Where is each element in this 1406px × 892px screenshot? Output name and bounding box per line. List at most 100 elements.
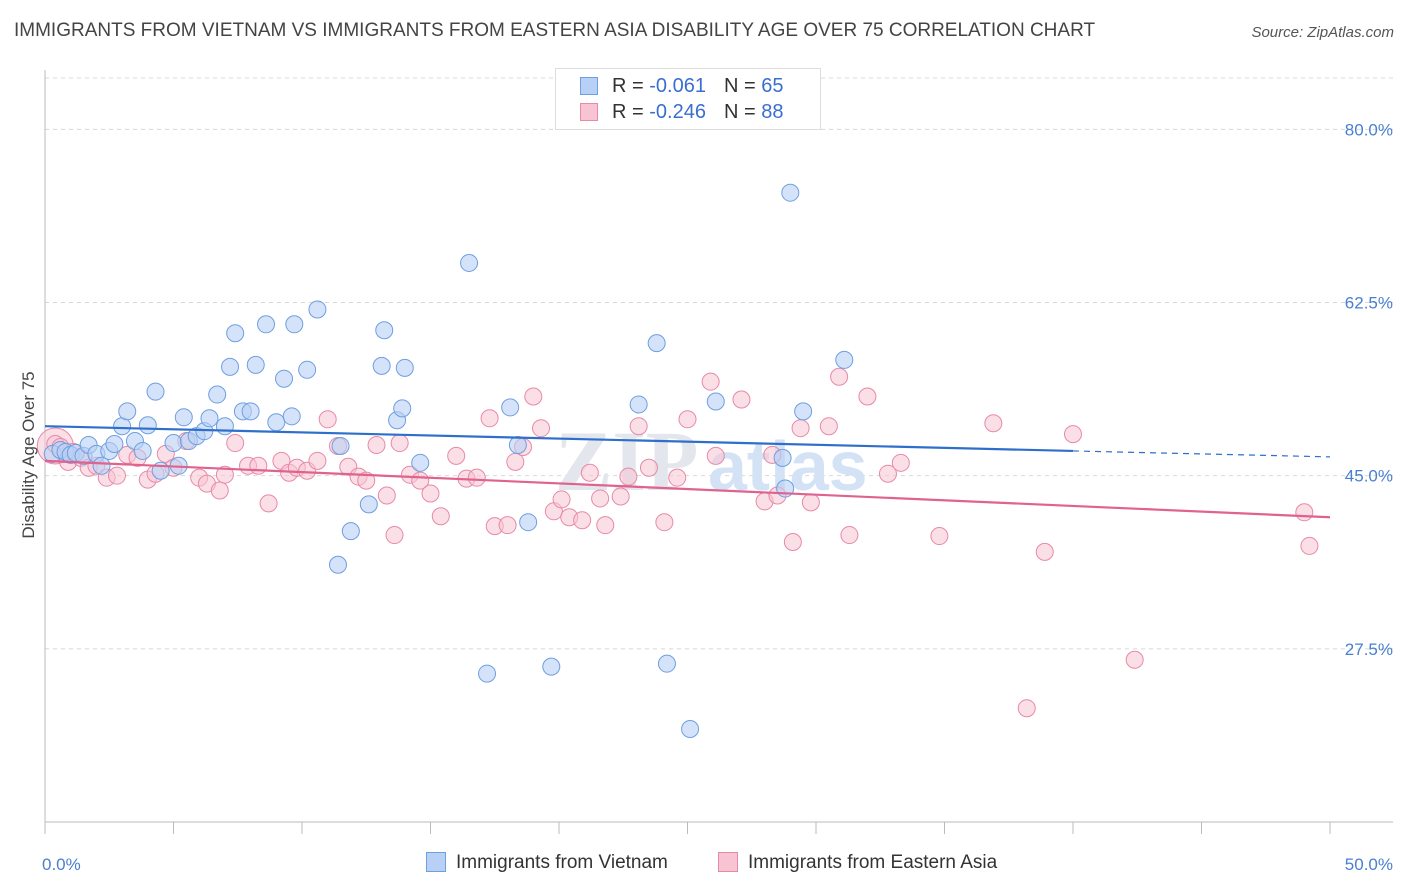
data-point — [226, 434, 245, 453]
data-point — [891, 453, 910, 472]
legend-item-eastern-asia: Immigrants from Eastern Asia — [718, 852, 997, 874]
data-point — [385, 526, 404, 545]
r-value: -0.061 — [649, 75, 706, 97]
data-point — [357, 471, 376, 490]
x-tick-label: 50.0% — [1345, 855, 1393, 874]
data-point — [819, 417, 838, 436]
chart-title: IMMIGRANTS FROM VIETNAM VS IMMIGRANTS FR… — [14, 20, 1096, 41]
data-point — [133, 441, 152, 460]
data-point — [1064, 425, 1082, 444]
legend-label: Immigrants from Eastern Asia — [748, 852, 998, 873]
data-point — [794, 402, 813, 421]
data-point — [681, 719, 700, 738]
legend-swatch-eastern-asia — [718, 852, 738, 872]
data-point — [629, 395, 648, 414]
stats-legend: R = -0.061 N = 65 R = -0.246 N = 88 — [555, 68, 821, 130]
data-point — [858, 387, 877, 406]
data-point — [359, 495, 378, 514]
data-point — [390, 434, 409, 453]
data-point — [783, 532, 802, 551]
data-point — [118, 402, 137, 421]
data-point — [732, 390, 751, 409]
trend-line-eastern-asia — [44, 459, 1331, 519]
data-point — [467, 468, 486, 487]
data-point — [308, 451, 327, 470]
data-point — [524, 387, 543, 406]
y-tick-label: 27.5% — [1345, 640, 1393, 659]
data-point — [706, 392, 725, 411]
r-label: R = — [612, 75, 650, 97]
data-point — [146, 382, 165, 401]
data-point — [92, 456, 111, 475]
data-point — [105, 435, 124, 454]
data-point — [249, 456, 268, 475]
data-point — [226, 324, 245, 343]
legend-swatch-vietnam — [426, 852, 446, 872]
data-point — [460, 253, 479, 272]
data-point — [275, 369, 294, 388]
stats-row-vietnam: R = -0.061 N = 65 — [580, 75, 783, 101]
data-point — [668, 468, 687, 487]
data-point — [367, 436, 386, 455]
n-value: 65 — [761, 75, 784, 97]
data-point — [801, 493, 820, 512]
data-point — [341, 522, 360, 541]
data-point — [208, 385, 227, 404]
data-point — [200, 409, 219, 428]
data-point — [580, 463, 599, 482]
data-point — [552, 490, 571, 509]
data-point — [573, 511, 592, 530]
data-point — [1125, 650, 1144, 669]
data-point — [1300, 536, 1319, 555]
data-point — [377, 486, 396, 505]
data-point — [629, 417, 648, 436]
data-point — [619, 467, 638, 486]
data-point — [984, 414, 1003, 433]
trend-line-vietnam-extension — [1072, 450, 1331, 458]
data-point — [1017, 699, 1036, 718]
data-point — [411, 453, 430, 472]
data-point — [447, 446, 466, 465]
y-tick-label: 45.0% — [1345, 467, 1393, 486]
data-point — [878, 464, 897, 483]
data-point — [611, 487, 630, 506]
data-point — [246, 355, 265, 374]
data-point — [138, 416, 157, 435]
data-point — [210, 481, 229, 500]
legend-label: Immigrants from Vietnam — [456, 852, 668, 873]
data-point — [241, 402, 260, 421]
data-point — [375, 321, 394, 340]
y-axis-label: Disability Age Over 75 — [19, 371, 38, 538]
data-point — [701, 372, 720, 391]
y-tick-label: 62.5% — [1345, 294, 1393, 313]
data-point — [107, 466, 126, 485]
data-point — [519, 513, 538, 532]
data-point — [835, 350, 854, 369]
data-point — [532, 419, 551, 438]
data-point — [706, 446, 725, 465]
legend-swatch-eastern-asia — [580, 103, 598, 121]
data-point — [331, 437, 350, 455]
tick-labels: 27.5% 45.0% 62.5% 80.0% 0.0% 50.0% — [42, 120, 1393, 874]
data-point — [678, 410, 697, 429]
data-point — [393, 399, 412, 418]
data-point — [318, 410, 337, 429]
data-point — [298, 360, 317, 379]
data-point — [506, 452, 525, 471]
source-note: Source: ZipAtlas.com — [1251, 24, 1394, 41]
data-point — [791, 419, 810, 438]
legend-swatch-vietnam — [580, 77, 598, 95]
data-point — [395, 358, 414, 377]
data-point — [215, 465, 234, 484]
data-point — [282, 407, 301, 426]
data-point — [773, 448, 792, 467]
data-point — [930, 527, 949, 546]
r-value: -0.246 — [649, 101, 706, 123]
data-point — [259, 494, 278, 513]
data-point — [431, 507, 450, 526]
data-point — [542, 657, 561, 676]
data-point — [655, 513, 674, 532]
data-point — [174, 408, 193, 427]
data-point — [372, 356, 391, 375]
data-point — [164, 434, 183, 453]
